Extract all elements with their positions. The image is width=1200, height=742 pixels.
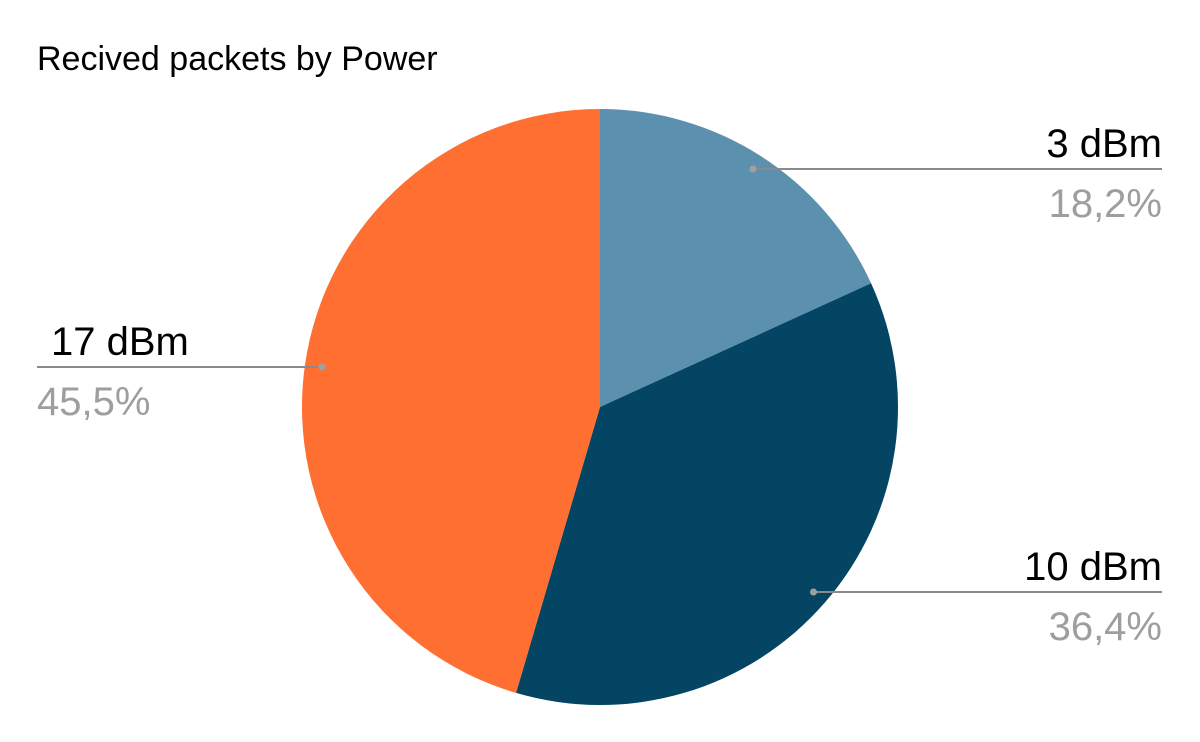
slice-percent-2: 36,4%	[1049, 605, 1162, 649]
pie-slices	[301, 109, 898, 706]
pie-slice-3-dbm	[600, 109, 872, 407]
slice-label-2: 10 dBm	[1024, 545, 1162, 589]
slice-label-1: 3 dBm	[1046, 122, 1162, 166]
pie-slice-10-dbm	[516, 283, 898, 706]
chart-title: Recived packets by Power	[37, 40, 438, 78]
slice-percent-3: 45,5%	[37, 380, 150, 424]
leader-dot-3	[318, 363, 326, 371]
slice-label-3: 17 dBm	[51, 320, 189, 364]
pie-slice-17-dbm	[301, 109, 600, 693]
pie-labels: 3 dBm 18,2% 10 dBm 36,4% 17 dBm 45,5%	[37, 122, 1162, 649]
slice-percent-1: 18,2%	[1049, 182, 1162, 226]
leader-dot-1	[749, 165, 757, 173]
leader-dot-2	[810, 588, 817, 596]
